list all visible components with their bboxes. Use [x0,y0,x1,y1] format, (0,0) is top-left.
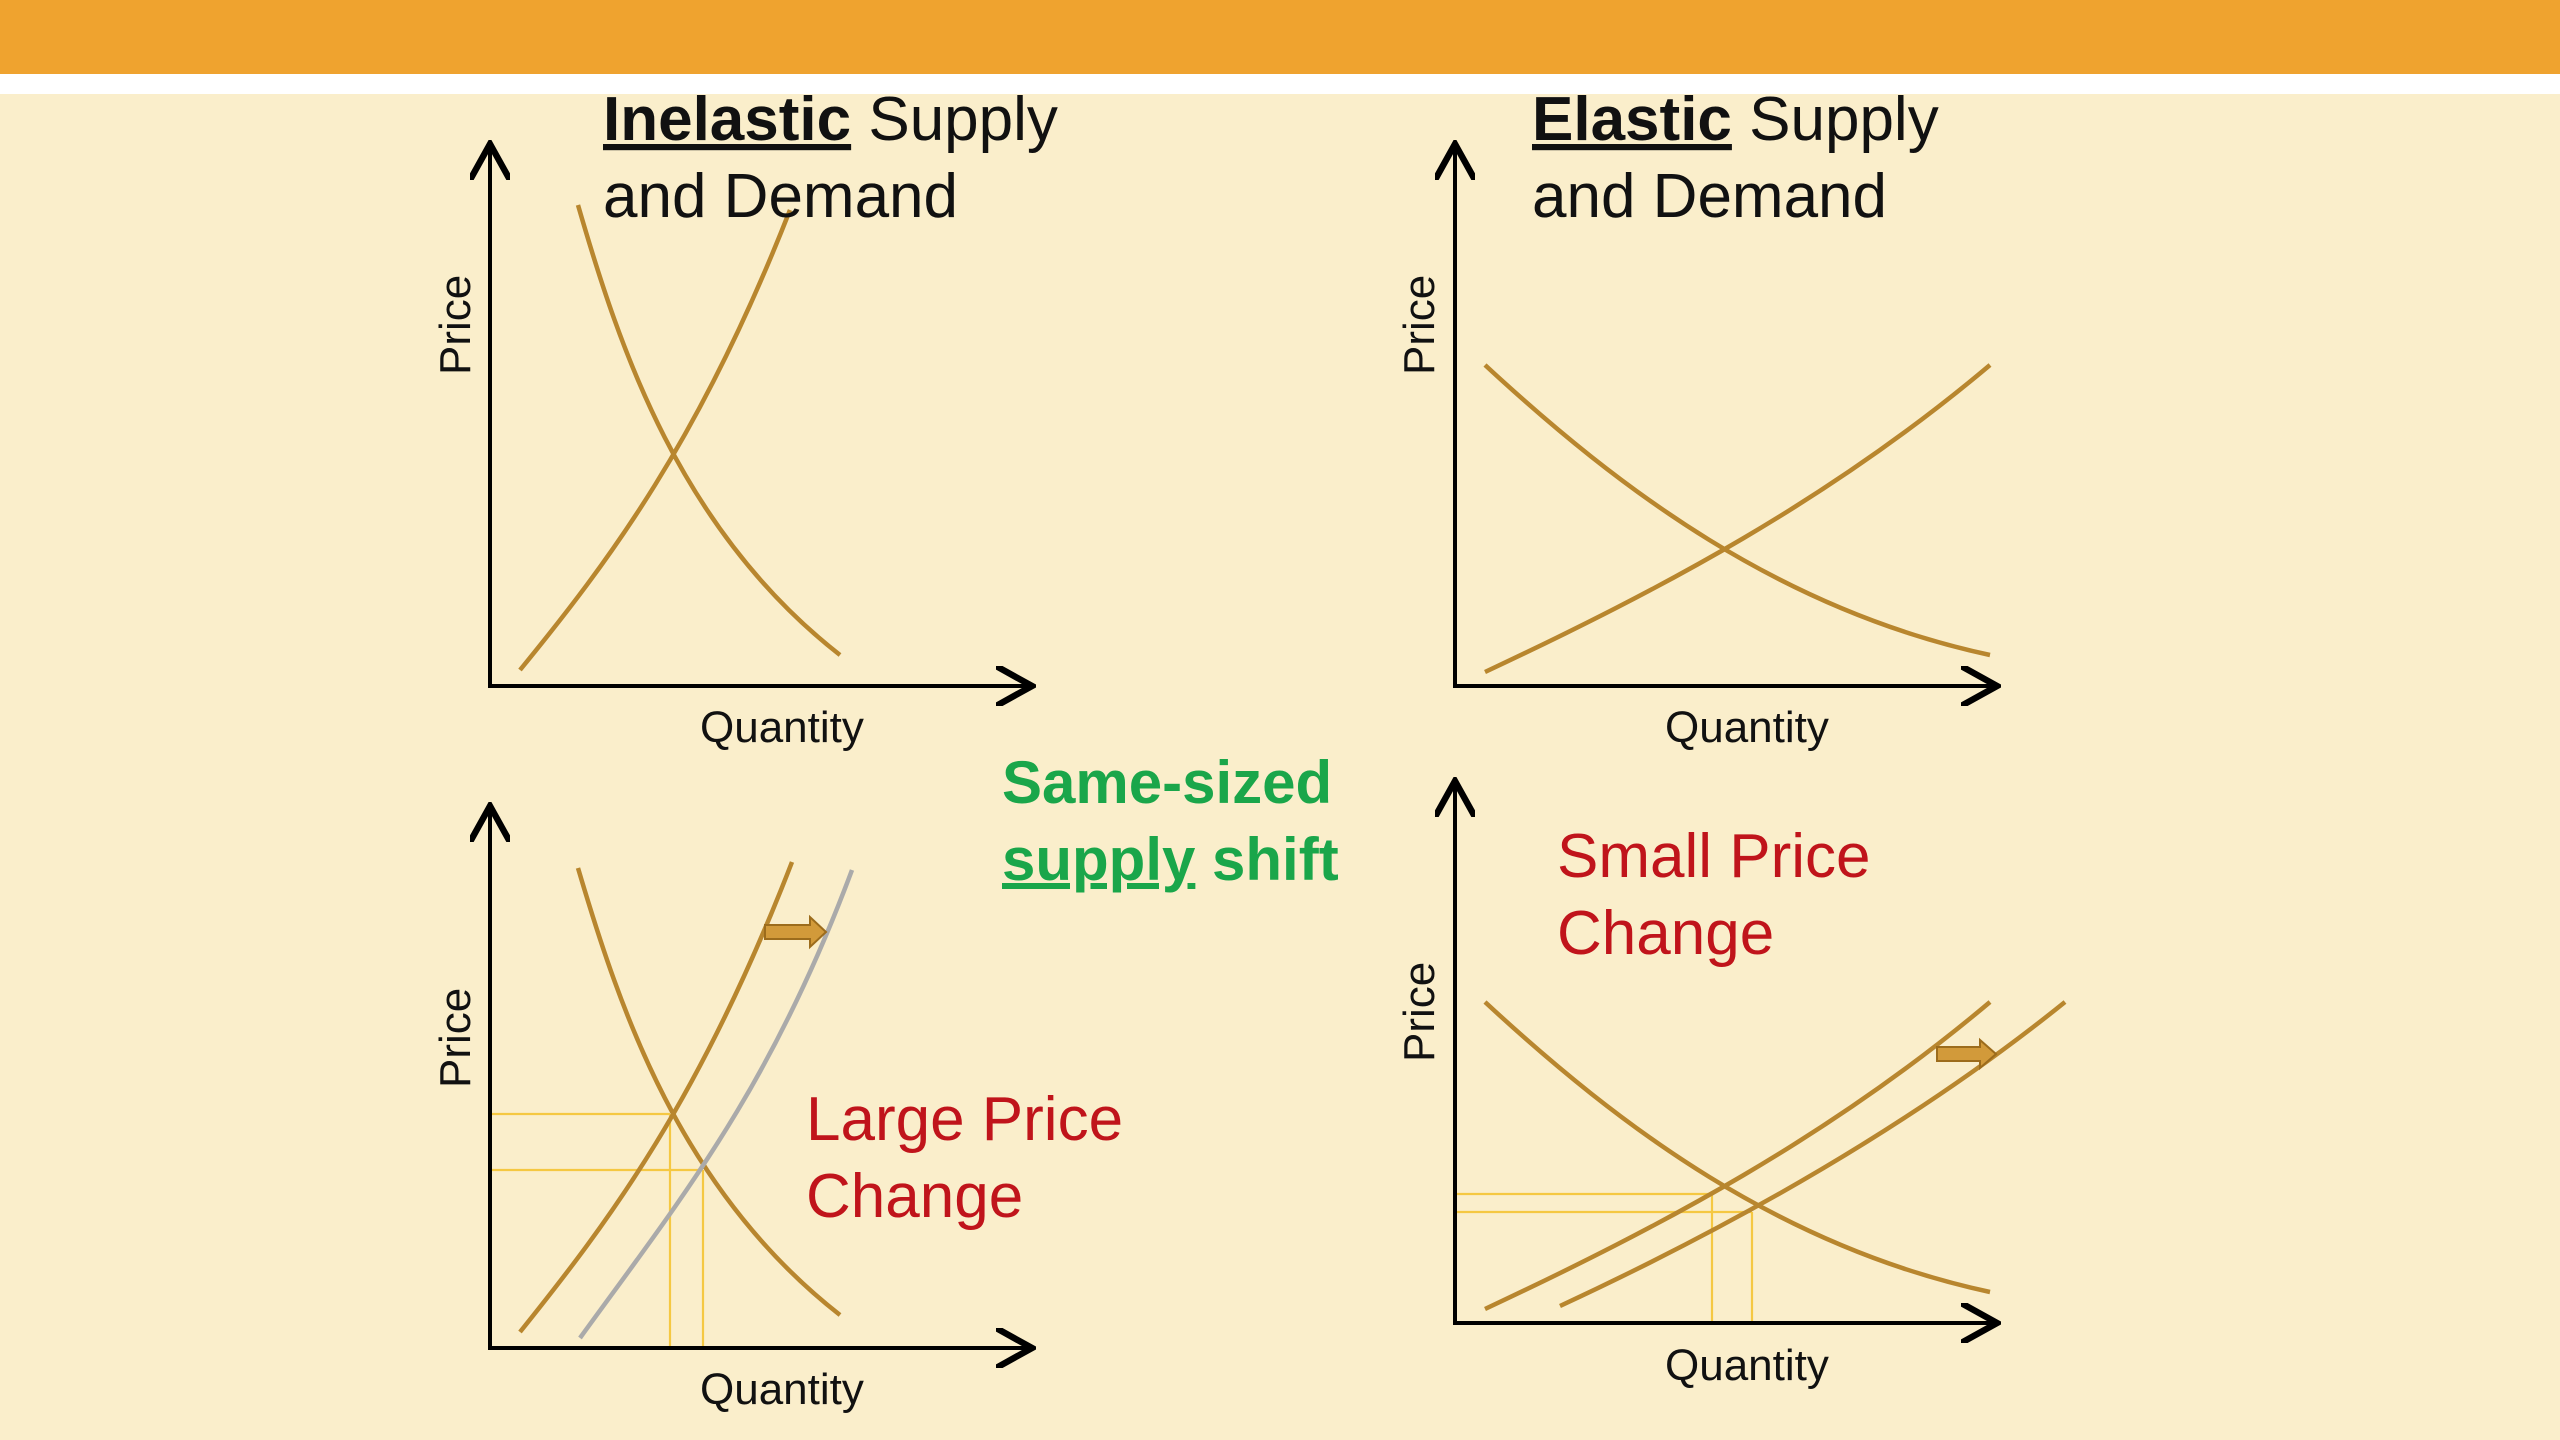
elastic-shift-y-axis-label: Price [1395,962,1444,1062]
top-bar-separator [0,74,2560,94]
inelastic-shift-demand-curve [575,867,842,1317]
inelastic-title-rest: Supply [851,85,1058,154]
center-note-line-1: Same-sized [1002,749,1332,816]
elastic-title-strong: Elastic [1532,85,1732,154]
inelastic-shift-supply-curve [518,861,795,1334]
elastic-shift-demand-curve [1483,1000,1991,1295]
inelastic-title: Inelastic Supply [603,85,1058,154]
center-note-line-2: supply shift [1002,826,1339,893]
elastic-shift-panel: Price Quantity Small Price Change [1395,785,2067,1390]
inelastic-title-strong: Inelastic [603,85,851,154]
elastic-y-axis-label: Price [1395,275,1444,375]
elastic-shift-x-axis-label: Quantity [1665,1341,1829,1390]
inelastic-title-line-2: and Demand [603,162,958,231]
elastic-panel: Price Quantity Elastic Supply and Demand [1395,85,1993,752]
elastic-demand-curve [1483,363,1991,658]
center-note-supply-word: supply [1002,826,1196,893]
inelastic-shift-y-axis-label: Price [431,988,480,1088]
inelastic-supply-curve [518,209,793,672]
top-accent-bar [0,0,2560,74]
inelastic-shift-x-axis-label: Quantity [700,1365,864,1414]
large-price-change-line-1: Large Price [806,1085,1123,1154]
inelastic-demand-curve [575,204,842,657]
large-price-change-line-2: Change [806,1162,1023,1231]
elastic-shift-right-arrow-icon [1936,1037,1998,1071]
elastic-supply-curve [1484,363,1992,675]
inelastic-shifted-supply-curve [578,869,855,1340]
small-price-change-line-1: Small Price [1557,822,1871,891]
elastic-x-axis-label: Quantity [1665,703,1829,752]
elastic-title: Elastic Supply [1532,85,1939,154]
elastic-shifted-supply-curve [1559,1000,2067,1309]
elastic-title-line-2: and Demand [1532,162,1887,231]
inelastic-y-axis-label: Price [431,275,480,375]
elastic-shift-supply-curve [1484,1000,1992,1312]
inelastic-x-axis-label: Quantity [700,703,864,752]
shift-right-arrow-icon [764,914,828,950]
inelastic-panel: Price Quantity Inelastic Supply and Dema… [431,85,1058,752]
elastic-title-rest: Supply [1732,85,1939,154]
small-price-change-line-2: Change [1557,899,1774,968]
inelastic-shift-panel: Price Quantity Large Price Change [431,810,1123,1414]
center-note: Same-sized supply shift [1002,749,1339,893]
center-note-shift-word: shift [1195,826,1338,893]
